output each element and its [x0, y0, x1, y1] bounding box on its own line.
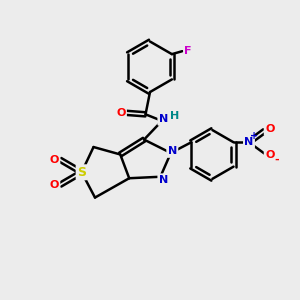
Text: N: N	[168, 146, 177, 157]
Text: +: +	[250, 131, 258, 141]
Text: H: H	[170, 110, 179, 121]
Text: S: S	[77, 166, 86, 179]
Text: O: O	[265, 124, 274, 134]
Text: N: N	[159, 175, 168, 185]
Text: N: N	[244, 137, 253, 147]
Text: -: -	[274, 155, 279, 165]
Text: O: O	[265, 150, 274, 160]
Text: F: F	[184, 46, 192, 56]
Text: O: O	[50, 155, 59, 165]
Text: O: O	[50, 180, 59, 190]
Text: N: N	[159, 114, 168, 124]
Text: O: O	[116, 108, 126, 118]
